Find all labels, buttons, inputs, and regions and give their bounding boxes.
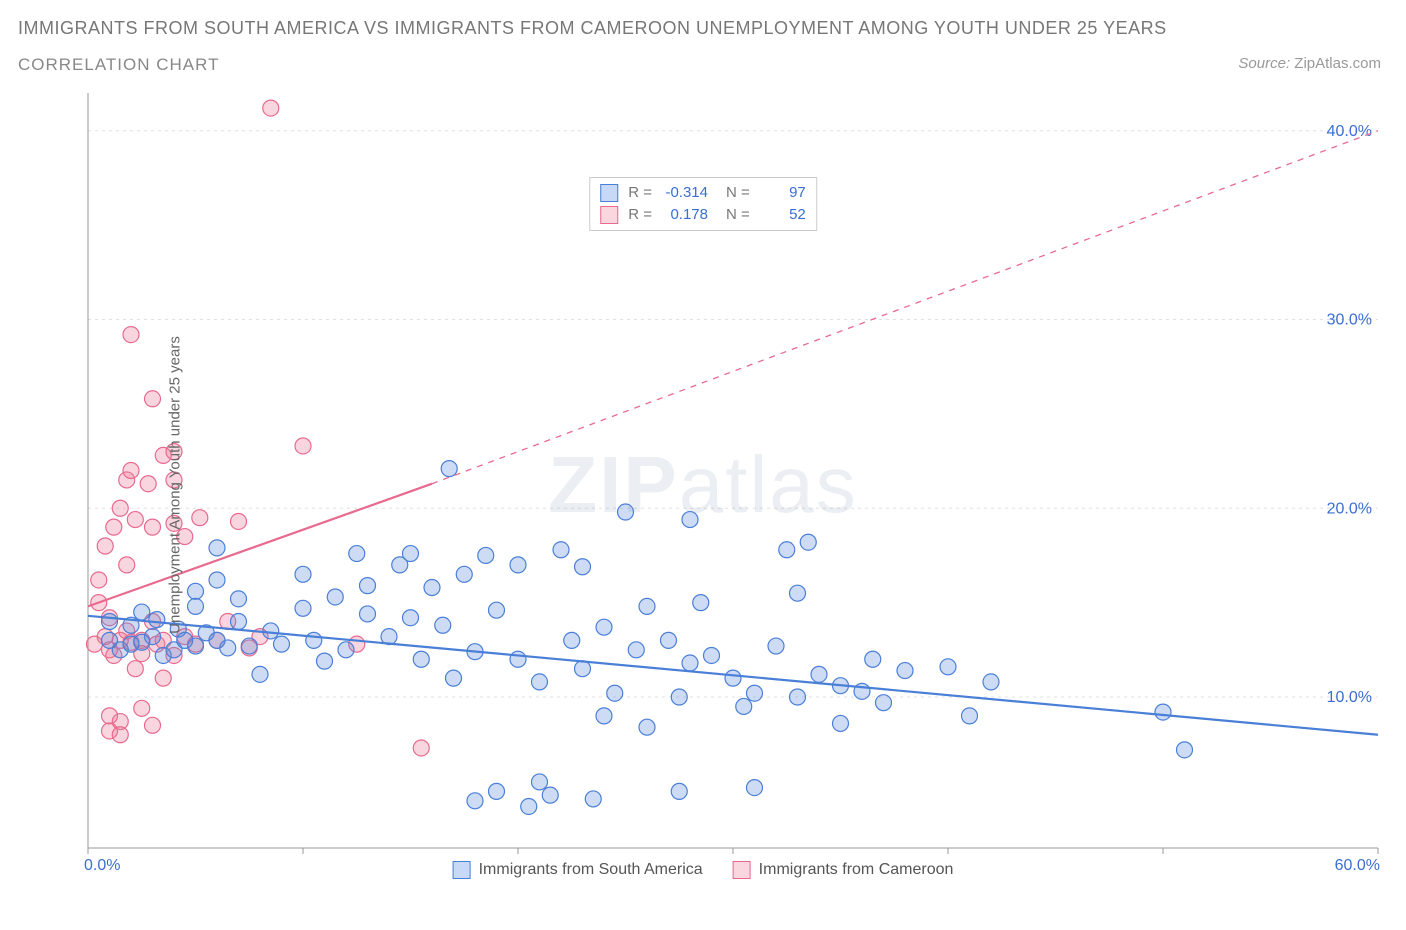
legend-label-b: Immigrants from Cameroon bbox=[759, 861, 954, 879]
legend-swatch-pink bbox=[600, 206, 618, 224]
page-title: IMMIGRANTS FROM SOUTH AMERICA VS IMMIGRA… bbox=[18, 18, 1167, 39]
r-label: R = bbox=[628, 182, 652, 204]
legend-item-b: Immigrants from Cameroon bbox=[733, 861, 954, 879]
n-label: N = bbox=[726, 204, 750, 226]
correlation-legend: R = -0.314 N = 97 R = 0.178 N = 52 bbox=[589, 177, 817, 231]
x-axis-min: 0.0% bbox=[84, 857, 120, 875]
y-axis-label: Unemployment Among Youth under 25 years bbox=[166, 336, 183, 634]
svg-text:40.0%: 40.0% bbox=[1327, 123, 1372, 140]
n-value-a: 97 bbox=[758, 182, 806, 204]
source-name: ZipAtlas.com bbox=[1294, 55, 1381, 72]
r-label: R = bbox=[628, 204, 652, 226]
source-attribution: Source: ZipAtlas.com bbox=[1238, 55, 1381, 72]
r-value-b: 0.178 bbox=[660, 204, 708, 226]
page-subtitle: CORRELATION CHART bbox=[18, 55, 220, 75]
legend-swatch-blue bbox=[453, 861, 471, 879]
series-legend: Immigrants from South America Immigrants… bbox=[453, 861, 954, 879]
svg-text:20.0%: 20.0% bbox=[1327, 500, 1372, 517]
legend-item-a: Immigrants from South America bbox=[453, 861, 703, 879]
legend-row-a: R = -0.314 N = 97 bbox=[600, 182, 806, 204]
source-label: Source: bbox=[1238, 55, 1290, 72]
r-value-a: -0.314 bbox=[660, 182, 708, 204]
legend-row-b: R = 0.178 N = 52 bbox=[600, 204, 806, 226]
svg-text:30.0%: 30.0% bbox=[1327, 312, 1372, 329]
legend-swatch-blue bbox=[600, 184, 618, 202]
legend-swatch-pink bbox=[733, 861, 751, 879]
svg-text:10.0%: 10.0% bbox=[1327, 689, 1372, 706]
chart-container: Unemployment Among Youth under 25 years … bbox=[18, 85, 1388, 885]
n-label: N = bbox=[726, 182, 750, 204]
n-value-b: 52 bbox=[758, 204, 806, 226]
x-axis-max: 60.0% bbox=[1335, 857, 1380, 875]
legend-label-a: Immigrants from South America bbox=[479, 861, 703, 879]
